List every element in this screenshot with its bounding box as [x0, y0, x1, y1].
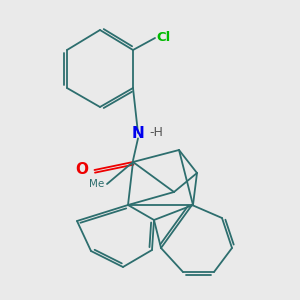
- Text: Me: Me: [89, 179, 105, 189]
- Text: N: N: [132, 125, 144, 140]
- Text: -H: -H: [149, 127, 163, 140]
- Text: O: O: [76, 163, 88, 178]
- Text: Cl: Cl: [157, 31, 171, 44]
